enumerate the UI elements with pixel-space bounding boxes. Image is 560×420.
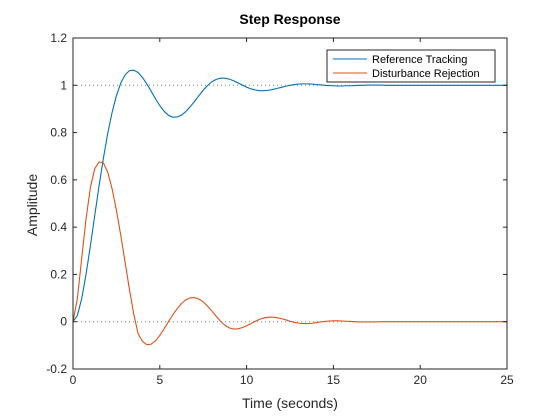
x-tick-label: 20 <box>414 373 428 387</box>
series-line-1 <box>72 69 507 323</box>
y-tick-label: 1 <box>60 78 67 92</box>
axes-box <box>72 37 508 370</box>
x-axis-label: Time (seconds) <box>242 395 338 411</box>
plot-area: 0 5 10 15 20 25-0.200.20.40.60.811.2Reference… <box>46 31 514 387</box>
x-tick-label: 10 <box>240 373 254 387</box>
x-tick-label: 25 <box>500 373 514 387</box>
y-axis-label: Amplitude <box>24 174 40 236</box>
y-tick-label: 0.4 <box>50 220 67 234</box>
legend-label-2: Disturbance Rejection <box>372 68 480 80</box>
axes-background <box>73 38 507 369</box>
y-tick-label: 0.6 <box>50 173 67 187</box>
legend: Reference Tracking Disturbance Rejection <box>326 49 496 83</box>
legend-label-1: Reference Tracking <box>372 54 467 66</box>
series-line-2 <box>72 161 507 346</box>
y-tick-label: 0 <box>60 315 67 329</box>
x-tick-label: 0 <box>70 373 77 387</box>
legend-box <box>326 49 496 83</box>
y-tick-label: 0.2 <box>50 267 67 281</box>
y-tick-label: 0.8 <box>50 126 67 140</box>
x-tick-label: 5 <box>156 373 163 387</box>
chart-title: Step Response <box>239 11 340 27</box>
y-tick-label: 1.2 <box>50 31 67 45</box>
x-tick-label: 15 <box>327 373 341 387</box>
y-tick-label: -0.2 <box>46 362 67 376</box>
